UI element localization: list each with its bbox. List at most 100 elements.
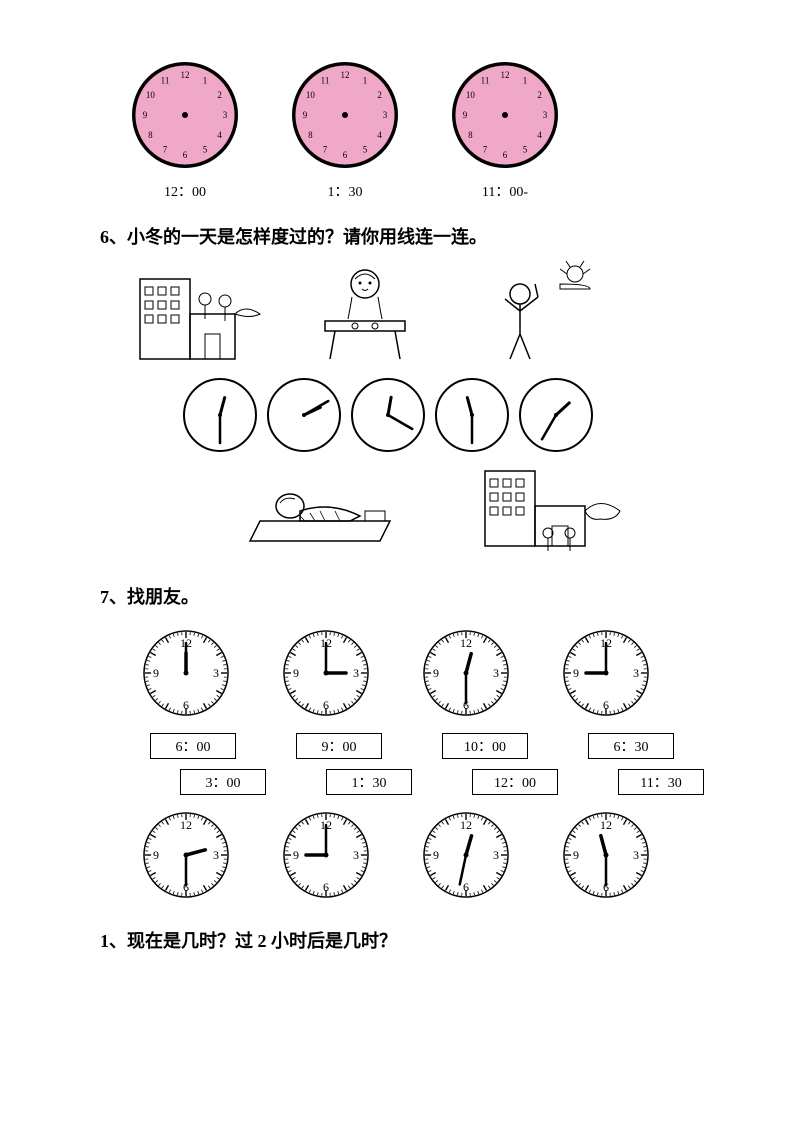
svg-text:8: 8 [148, 130, 153, 140]
svg-text:5: 5 [523, 145, 528, 155]
svg-text:6: 6 [463, 880, 469, 894]
time-box: 10：00 [442, 733, 528, 759]
svg-text:11: 11 [321, 75, 330, 85]
svg-text:4: 4 [537, 130, 542, 140]
boy-sleeping-icon [240, 461, 410, 551]
svg-text:6: 6 [343, 150, 348, 160]
svg-text:10: 10 [466, 90, 476, 100]
svg-text:2: 2 [217, 90, 222, 100]
svg-text:11: 11 [161, 75, 170, 85]
q6-clock-5 [516, 375, 596, 455]
q7-clock-r1-3: 12369 [420, 627, 512, 719]
time-box: 3：00 [180, 769, 266, 795]
svg-text:4: 4 [217, 130, 222, 140]
pink-clock-2: 121234567891011 1：30 [290, 60, 400, 201]
svg-text:6: 6 [503, 150, 508, 160]
svg-text:12: 12 [181, 70, 190, 80]
svg-text:9: 9 [433, 848, 439, 862]
q7-title: 7、找朋友。 [100, 583, 723, 609]
q6-bottom-scenes [240, 461, 723, 561]
q6-area [130, 259, 723, 561]
svg-text:1: 1 [363, 75, 368, 85]
svg-text:9: 9 [573, 848, 579, 862]
svg-text:2: 2 [537, 90, 542, 100]
q7-clock-r2-3: 12 3 6 9 [420, 809, 512, 901]
scene-school-departure [470, 461, 630, 561]
scene-boy-exercise [460, 259, 610, 369]
svg-text:5: 5 [363, 145, 368, 155]
svg-text:12: 12 [501, 70, 510, 80]
svg-text:3: 3 [633, 848, 639, 862]
q6-mid-clocks [180, 375, 723, 455]
svg-text:3: 3 [543, 110, 548, 120]
q7-clock-r2-4: 12369 [560, 809, 652, 901]
scene-boy-sleeping [240, 461, 410, 551]
svg-text:3: 3 [213, 848, 219, 862]
school-departure-icon [470, 461, 630, 561]
svg-text:9: 9 [433, 666, 439, 680]
svg-text:6: 6 [183, 150, 188, 160]
q7-clock-r1-2: 12369 [280, 627, 372, 719]
svg-text:3: 3 [213, 666, 219, 680]
time-box: 9：00 [296, 733, 382, 759]
svg-text:6: 6 [323, 880, 329, 894]
clock-face-icon: 121234567891011 [450, 60, 560, 170]
pink-clock-3: 121234567891011 11：00- [450, 60, 560, 201]
svg-text:6: 6 [603, 698, 609, 712]
q6-top-scenes [130, 259, 723, 369]
svg-text:7: 7 [483, 145, 488, 155]
svg-text:12: 12 [460, 818, 472, 832]
svg-text:6: 6 [183, 698, 189, 712]
svg-text:10: 10 [146, 90, 156, 100]
svg-text:7: 7 [323, 145, 328, 155]
svg-text:8: 8 [308, 130, 313, 140]
svg-text:3: 3 [383, 110, 388, 120]
q7-clock-r1-1: 12369 [140, 627, 232, 719]
svg-text:9: 9 [293, 848, 299, 862]
svg-text:3: 3 [493, 848, 499, 862]
boy-eating-icon [280, 259, 450, 369]
q6-clock-1 [180, 375, 260, 455]
svg-text:6: 6 [323, 698, 329, 712]
svg-text:9: 9 [143, 110, 148, 120]
pink-clocks-row: 121234567891011 12：00 121234567891011 1：… [130, 60, 723, 201]
svg-text:3: 3 [633, 666, 639, 680]
svg-text:12: 12 [341, 70, 350, 80]
time-box: 6：30 [588, 733, 674, 759]
svg-text:3: 3 [223, 110, 228, 120]
q7-row2: 12369 12369 12369 12369 [140, 809, 723, 901]
q7-clock-r2-1: 12369 [140, 809, 232, 901]
school-building-icon [130, 259, 270, 369]
svg-text:12: 12 [180, 818, 192, 832]
svg-text:3: 3 [493, 666, 499, 680]
q6-title: 6、小冬的一天是怎样度过的？请你用线连一连。 [100, 223, 723, 249]
svg-text:12: 12 [460, 636, 472, 650]
svg-text:8: 8 [468, 130, 473, 140]
q7-row1: 12369 12369 12369 12369 [140, 627, 723, 719]
time-box: 6：00 [150, 733, 236, 759]
svg-text:12: 12 [600, 818, 612, 832]
q1-title: 1、现在是几时？过 2 小时后是几时？ [100, 927, 723, 953]
q6-clock-2 [264, 375, 344, 455]
q7-area: 12 3 6 9 12 3 6 9 12 3 6 9 12 3 6 9 6：00 9：00 10：00 … [120, 627, 723, 901]
svg-text:7: 7 [163, 145, 168, 155]
svg-text:5: 5 [203, 145, 208, 155]
svg-text:9: 9 [293, 666, 299, 680]
scene-boy-table [280, 259, 450, 369]
q6-clock-4 [432, 375, 512, 455]
q7-labels-2: 3：00 1：30 12：00 11：30 [180, 769, 723, 795]
svg-text:2: 2 [377, 90, 382, 100]
pink-caption-3: 11：00- [450, 181, 560, 201]
svg-text:3: 3 [353, 666, 359, 680]
svg-text:9: 9 [573, 666, 579, 680]
svg-text:3: 3 [353, 848, 359, 862]
time-box: 11：30 [618, 769, 704, 795]
q6-clock-3 [348, 375, 428, 455]
pink-caption-2: 1：30 [290, 181, 400, 201]
time-box: 12：00 [472, 769, 558, 795]
pink-clock-1: 121234567891011 12：00 [130, 60, 240, 201]
q7-labels-1: 6：00 9：00 10：00 6：30 [150, 733, 723, 759]
svg-text:9: 9 [303, 110, 308, 120]
svg-text:9: 9 [153, 666, 159, 680]
time-box: 1：30 [326, 769, 412, 795]
